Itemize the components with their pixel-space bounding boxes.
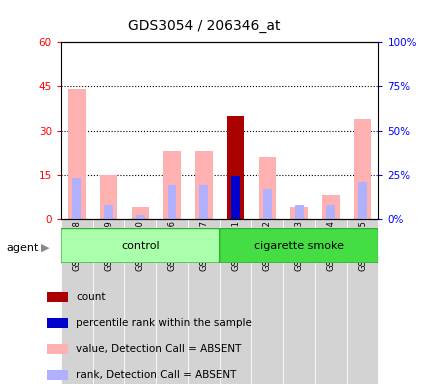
Text: value, Detection Call = ABSENT: value, Detection Call = ABSENT — [76, 344, 241, 354]
Bar — [99, 175, 117, 219]
Bar — [294, 205, 303, 219]
Bar — [131, 207, 149, 219]
FancyBboxPatch shape — [61, 219, 92, 384]
Text: ▶: ▶ — [41, 243, 50, 253]
Bar — [47, 370, 68, 380]
FancyBboxPatch shape — [251, 219, 283, 384]
Bar — [47, 292, 68, 303]
FancyBboxPatch shape — [92, 219, 124, 384]
Bar — [163, 151, 181, 219]
Bar — [230, 177, 240, 219]
Text: control: control — [121, 241, 159, 251]
Bar — [357, 182, 366, 219]
Bar — [258, 157, 276, 219]
Bar — [289, 207, 307, 219]
FancyBboxPatch shape — [187, 219, 219, 384]
FancyBboxPatch shape — [283, 219, 314, 384]
Bar — [353, 119, 371, 219]
FancyBboxPatch shape — [124, 219, 156, 384]
Bar — [194, 151, 212, 219]
Bar — [326, 205, 335, 219]
Text: rank, Detection Call = ABSENT: rank, Detection Call = ABSENT — [76, 370, 236, 380]
Text: cigarette smoke: cigarette smoke — [253, 241, 343, 251]
Bar — [167, 185, 176, 219]
Bar — [262, 189, 271, 219]
Text: count: count — [76, 292, 105, 302]
FancyBboxPatch shape — [219, 219, 251, 384]
Bar — [135, 215, 145, 219]
Bar — [199, 185, 208, 219]
Text: percentile rank within the sample: percentile rank within the sample — [76, 318, 251, 328]
Bar — [47, 318, 68, 328]
FancyBboxPatch shape — [314, 219, 346, 384]
Text: GDS3054 / 206346_at: GDS3054 / 206346_at — [128, 19, 280, 33]
FancyBboxPatch shape — [219, 228, 378, 263]
Bar — [72, 178, 81, 219]
FancyBboxPatch shape — [346, 219, 378, 384]
Text: agent: agent — [7, 243, 39, 253]
Bar — [47, 344, 68, 354]
Bar — [321, 195, 339, 219]
Bar — [226, 116, 244, 219]
Bar — [68, 89, 85, 219]
FancyBboxPatch shape — [61, 228, 219, 263]
FancyBboxPatch shape — [156, 219, 187, 384]
Bar — [104, 205, 113, 219]
